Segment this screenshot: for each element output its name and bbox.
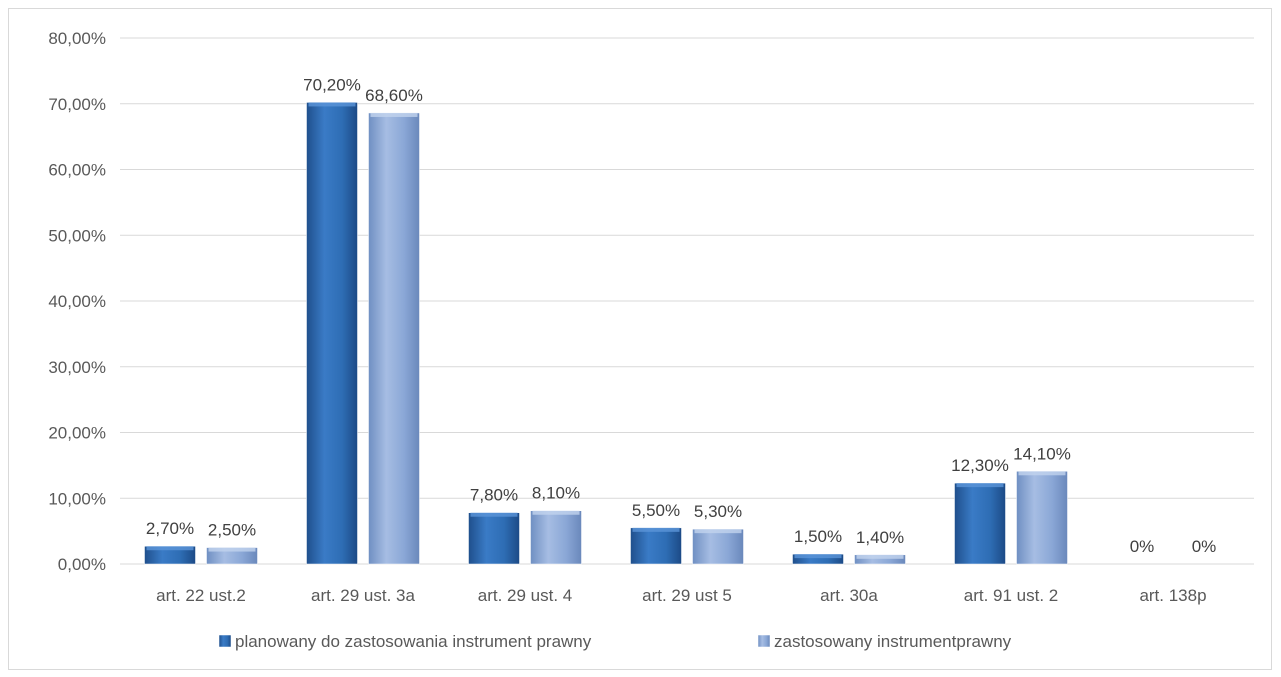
bar-highlight <box>370 112 418 117</box>
legend-swatch-planowany <box>218 634 232 648</box>
x-category-label: art. 30a <box>820 586 878 605</box>
bar-highlight <box>794 554 842 559</box>
y-tick-label: 40,00% <box>48 292 106 311</box>
bar-highlight <box>470 512 518 517</box>
bar-highlight <box>532 510 580 515</box>
bar-zastosowany <box>1016 471 1068 565</box>
bar-chart: 0,00% 10,00% 20,00% 30,00% 40,00% 50,00% 60,00… <box>48 29 1254 651</box>
x-category-label: art. 29 ust. 4 <box>478 586 573 605</box>
bar-highlight <box>856 554 904 559</box>
x-category-label: art. 91 ust. 2 <box>964 586 1059 605</box>
y-tick-label: 80,00% <box>48 29 106 48</box>
y-tick-label: 0,00% <box>58 555 106 574</box>
data-label: 0% <box>1130 537 1155 556</box>
y-tick-label: 70,00% <box>48 95 106 114</box>
data-label: 1,50% <box>794 527 842 546</box>
bar-highlight <box>208 547 256 552</box>
x-category-label: art. 29 ust. 3a <box>311 586 415 605</box>
bar-zastosowany <box>368 112 420 565</box>
data-label: 68,60% <box>365 86 423 105</box>
legend-label: zastosowany instrumentprawny <box>774 632 1012 651</box>
x-category-label: art. 22 ust.2 <box>156 586 246 605</box>
data-label: 2,50% <box>208 521 256 540</box>
y-tick-label: 30,00% <box>48 358 106 377</box>
bar-highlight <box>1018 471 1066 476</box>
data-label: 8,10% <box>532 484 580 503</box>
legend-swatch-zastosowany <box>757 634 771 648</box>
data-label: 1,40% <box>856 528 904 547</box>
data-label: 70,20% <box>303 75 361 94</box>
chart-frame: 0,00% 10,00% 20,00% 30,00% 40,00% 50,00% 60,00… <box>8 8 1272 670</box>
bar-zastosowany <box>530 510 582 565</box>
bar-highlight <box>146 546 194 551</box>
x-category-label: art. 29 ust 5 <box>642 586 732 605</box>
y-tick-label: 60,00% <box>48 161 106 180</box>
data-label: 7,80% <box>470 486 518 505</box>
data-label: 2,70% <box>146 519 194 538</box>
bar-planowany <box>954 482 1006 565</box>
bar-highlight <box>956 483 1004 488</box>
y-tick-label: 10,00% <box>48 489 106 508</box>
y-tick-label: 50,00% <box>48 226 106 245</box>
data-label: 14,10% <box>1013 444 1071 463</box>
bar-planowany <box>630 527 682 565</box>
bar-highlight <box>632 527 680 532</box>
data-label: 5,50% <box>632 501 680 520</box>
x-category-label: art. 138p <box>1139 586 1206 605</box>
bar-planowany <box>306 102 358 565</box>
bar-highlight <box>308 102 356 107</box>
bar-highlight <box>694 529 742 534</box>
data-label: 5,30% <box>694 502 742 521</box>
bar-zastosowany <box>692 528 744 565</box>
y-tick-label: 20,00% <box>48 424 106 443</box>
bar-planowany <box>468 512 520 565</box>
data-label: 0% <box>1192 537 1217 556</box>
legend-label: planowany do zastosowania instrument pra… <box>235 632 592 651</box>
data-label: 12,30% <box>951 456 1009 475</box>
